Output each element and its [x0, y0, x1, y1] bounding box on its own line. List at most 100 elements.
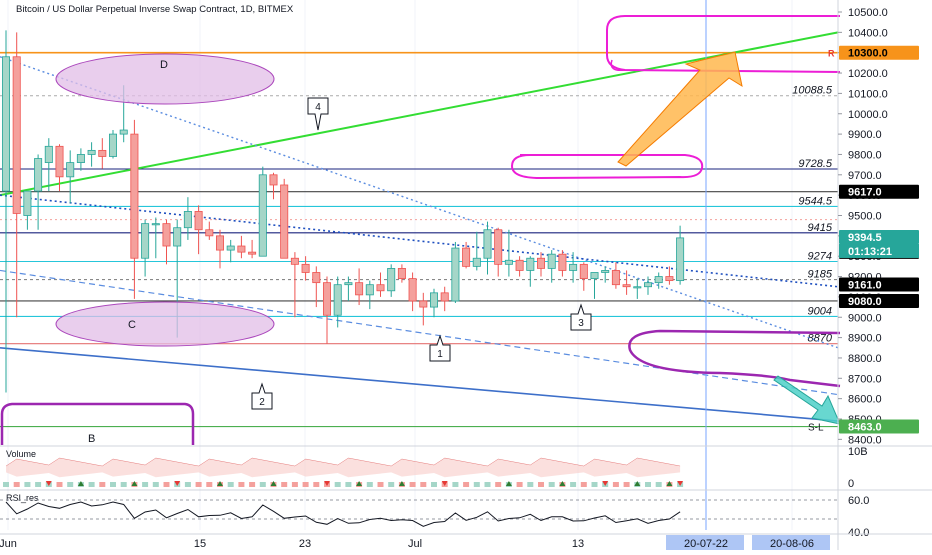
- x-tick-label: 15: [194, 538, 206, 550]
- candle-body: [633, 286, 642, 289]
- candle-body: [226, 245, 235, 251]
- price-badge: [839, 293, 919, 308]
- volume-bar: [206, 482, 213, 487]
- candle-body: [355, 282, 364, 296]
- volume-bar: [345, 482, 352, 487]
- candle-body: [2, 56, 10, 192]
- indicator-panes: Volume 10B 0 RSI_res 60.0 40.0: [0, 445, 932, 539]
- candle-body: [12, 56, 21, 214]
- volume-bar: [227, 482, 234, 487]
- volume-tick-top: 10B: [848, 446, 868, 458]
- price-badge-label: 9080.0: [848, 296, 882, 308]
- x-tick-label: 20-07-22: [684, 538, 728, 550]
- level-label: 9728.5: [798, 158, 833, 170]
- price-badge-label: 8463.0: [848, 422, 882, 434]
- volume-bar: [3, 482, 9, 487]
- candle-body: [87, 149, 96, 155]
- callout-1-label: 1: [437, 349, 443, 360]
- volume-bar: [655, 482, 662, 487]
- box-b: [0, 402, 195, 445]
- level-label: 9415: [808, 222, 833, 234]
- y-tick-label: 9800.0: [848, 149, 882, 161]
- candle-body: [579, 263, 588, 279]
- volume-band-edge: [5, 457, 681, 467]
- x-tick-label: Jul: [408, 538, 422, 550]
- volume-marker: [398, 481, 405, 486]
- volume-bar: [623, 482, 630, 487]
- volume-bar: [259, 482, 266, 487]
- volume-bar: [163, 482, 170, 487]
- price-badge-label: 9161.0: [848, 279, 882, 291]
- candle-body: [23, 190, 32, 216]
- callout-2: 2: [251, 382, 273, 410]
- volume-bar: [591, 482, 598, 487]
- callout-2-label: 2: [259, 397, 265, 408]
- volume-bar: [99, 482, 106, 487]
- price-badge-label: 10300.0: [848, 48, 888, 60]
- y-tick-label: 9700.0: [848, 170, 882, 182]
- candle-body: [397, 268, 406, 279]
- callout-1: 1: [429, 334, 451, 362]
- volume-bar: [431, 482, 437, 487]
- callout-3-label: 3: [578, 318, 584, 329]
- candle-body: [76, 154, 85, 163]
- blue-dashed-trendline: [0, 269, 839, 396]
- candle-body: [269, 174, 278, 186]
- volume-bar: [377, 482, 384, 487]
- x-tick-label: Jun: [0, 538, 17, 550]
- candle-body: [462, 247, 471, 267]
- y-tick-label: 8800.0: [848, 353, 882, 365]
- volume-marker: [505, 481, 512, 486]
- volume-marker: [559, 481, 566, 486]
- candle-body: [322, 282, 331, 316]
- volume-bar: [152, 482, 159, 487]
- volume-bar: [24, 482, 31, 487]
- level-label: 9185: [808, 269, 833, 281]
- callout-4-label: 4: [315, 102, 321, 113]
- candle-body: [66, 162, 75, 178]
- candle-body: [590, 272, 599, 279]
- volume-bar: [13, 482, 20, 487]
- volume-bar: [645, 482, 651, 487]
- candle-body: [483, 229, 492, 259]
- volume-label: Volume: [6, 449, 36, 459]
- candle-body: [258, 174, 267, 257]
- orange-arrow: [617, 51, 743, 167]
- candle-body: [55, 145, 64, 178]
- rsi-tick-bottom: 40.0: [848, 527, 869, 539]
- candle-body: [644, 282, 653, 288]
- y-tick-label: 9000.0: [848, 312, 882, 324]
- green-trendline: [0, 31, 839, 197]
- level-tag-sl: S-L: [808, 423, 824, 434]
- candle-body: [109, 133, 118, 157]
- candle-body: [301, 263, 310, 273]
- callout-1-shape: [429, 334, 451, 362]
- x-tick-label: 23: [299, 538, 311, 550]
- rsi-label: RSI_res: [6, 493, 39, 503]
- y-tick-label: 10500.0: [848, 7, 888, 19]
- candle-body: [237, 245, 246, 253]
- candle-body: [141, 223, 150, 259]
- candle-body: [312, 272, 321, 284]
- callout-3-shape: [570, 303, 592, 331]
- candle-body: [365, 284, 374, 296]
- teal-arrow: [773, 375, 841, 425]
- candle-body: [215, 235, 224, 251]
- volume-bar: [110, 482, 116, 487]
- volume-marker: [131, 481, 138, 486]
- volume-bar: [409, 482, 416, 487]
- candle-body: [504, 259, 513, 265]
- candle-body: [472, 257, 481, 267]
- y-tick-label: 9900.0: [848, 129, 882, 141]
- time-axis: Jun 15 23 Jul 13 20-07-22 20-08-06: [0, 533, 932, 550]
- volume-bar: [238, 482, 245, 487]
- volume-bar: [538, 482, 544, 487]
- chart-title: Bitcoin / US Dollar Perpetual Inverse Sw…: [16, 4, 294, 15]
- volume-bar: [195, 482, 202, 487]
- volume-marker: [356, 481, 363, 486]
- x-tick-label: 20-08-06: [770, 538, 814, 550]
- candle-body: [537, 257, 546, 269]
- volume-bar: [142, 482, 149, 487]
